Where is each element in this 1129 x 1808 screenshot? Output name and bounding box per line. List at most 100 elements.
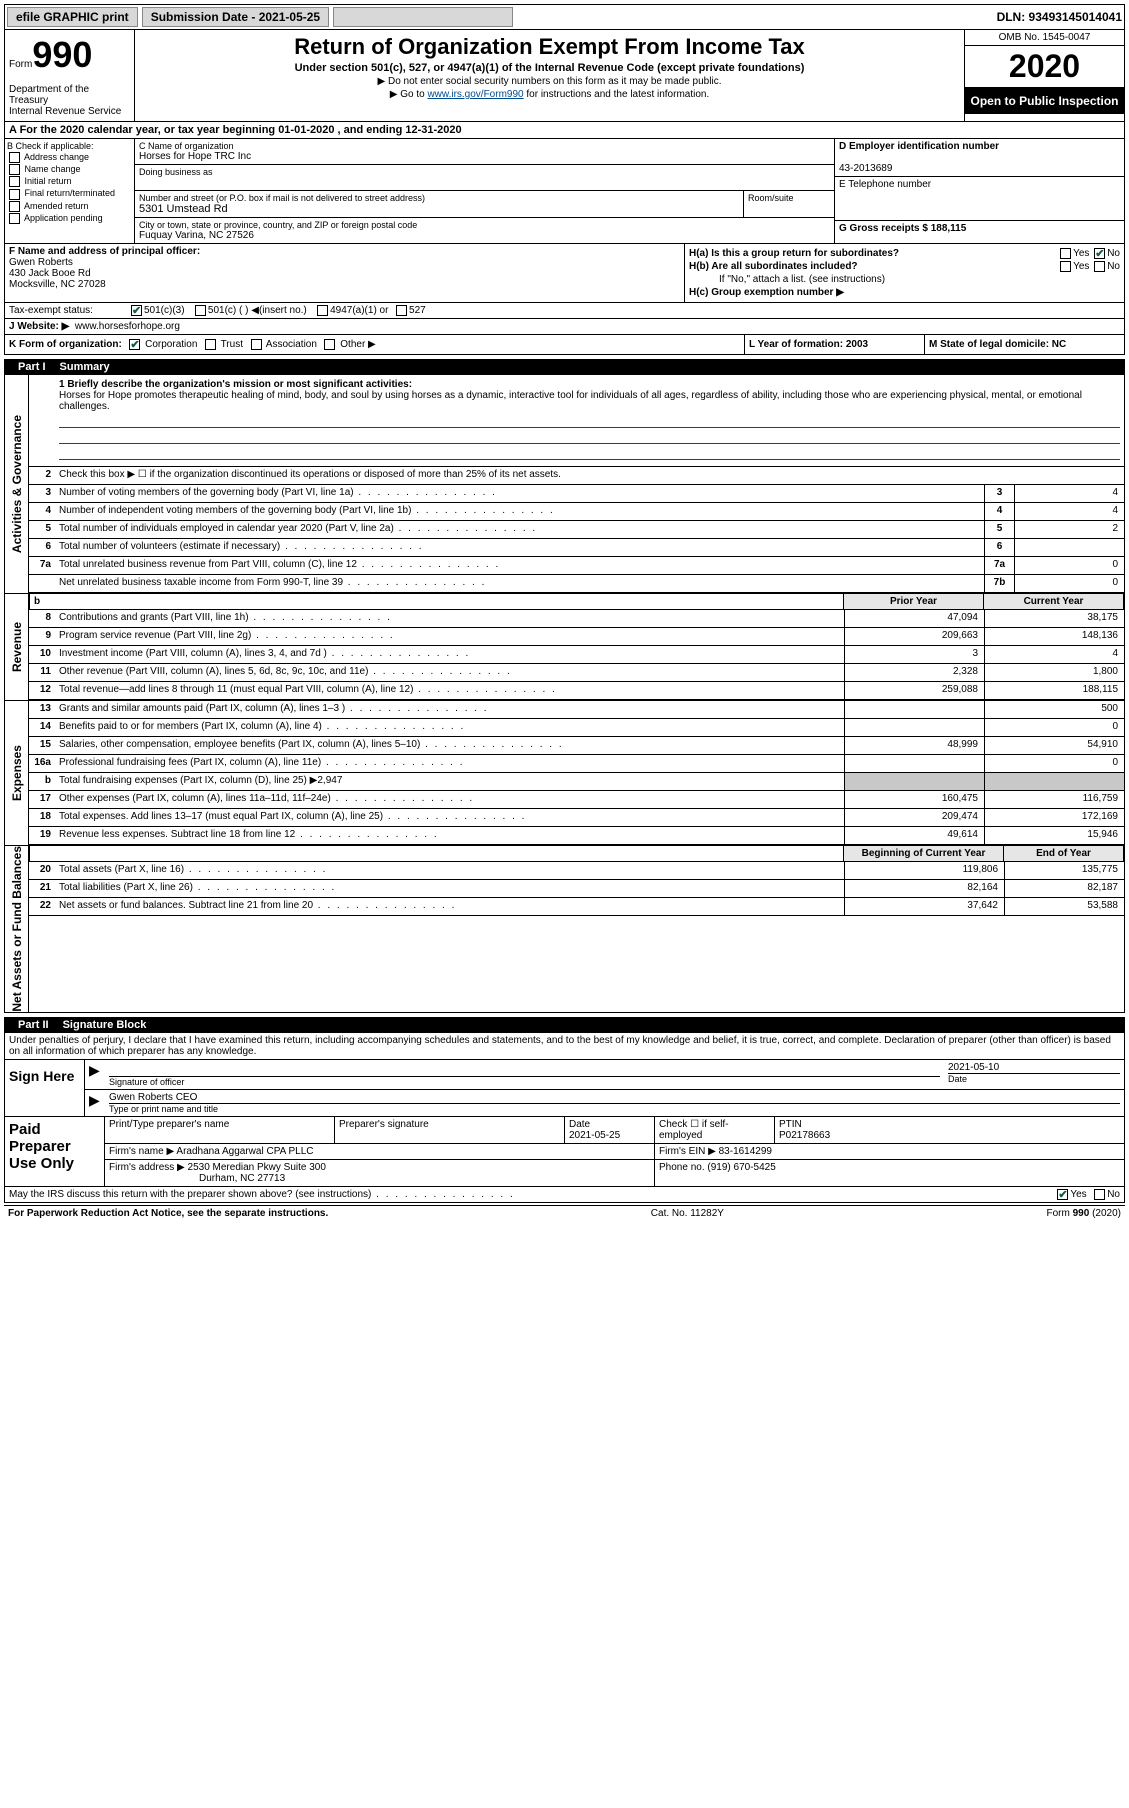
form-number: 990: [32, 34, 92, 75]
line-15: 15 Salaries, other compensation, employe…: [29, 737, 1124, 755]
line-b: b Total fundraising expenses (Part IX, c…: [29, 773, 1124, 791]
efile-print-button[interactable]: efile GRAPHIC print: [7, 7, 138, 27]
firm-addr2: Durham, NC 27713: [109, 1173, 285, 1184]
cb-discuss-no[interactable]: [1094, 1189, 1105, 1200]
page-footer: For Paperwork Reduction Act Notice, see …: [4, 1205, 1125, 1221]
omb-number: OMB No. 1545-0047: [965, 30, 1124, 46]
line-2-label: Check this box ▶ ☐ if the organization d…: [55, 467, 1124, 484]
sig-date: 2021-05-10: [948, 1062, 1120, 1073]
ptin: P02178663: [779, 1130, 830, 1141]
city-state-zip: Fuquay Varina, NC 27526: [139, 230, 830, 241]
current-year-hdr: Current Year: [983, 594, 1123, 609]
firm-addr1: 2530 Meredian Pkwy Suite 300: [188, 1162, 326, 1173]
box-b: B Check if applicable: Address change Na…: [5, 139, 135, 243]
cb-501c[interactable]: [195, 305, 206, 316]
cb-trust[interactable]: [205, 339, 216, 350]
cb-address-change[interactable]: Address change: [7, 152, 132, 163]
part-ii-header: Part II Signature Block: [4, 1017, 1125, 1033]
website-label: J Website: ▶: [9, 321, 69, 332]
line-12: 12 Total revenue—add lines 8 through 11 …: [29, 682, 1124, 700]
sig-arrow-icon: ▶: [89, 1062, 109, 1087]
form-id-box: Form990 Department of the Treasury Inter…: [5, 30, 135, 121]
line-8: 8 Contributions and grants (Part VIII, l…: [29, 610, 1124, 628]
cb-name-change[interactable]: Name change: [7, 164, 132, 175]
sig-date-label: Date: [948, 1073, 1120, 1084]
sign-here-label: Sign Here: [5, 1060, 85, 1116]
line-6: 6 Total number of volunteers (estimate i…: [29, 539, 1124, 557]
box-m: M State of legal domicile: NC: [924, 335, 1124, 354]
firm-name: Aradhana Aggarwal CPA PLLC: [176, 1146, 313, 1157]
cb-527[interactable]: [396, 305, 407, 316]
tax-exempt-row: Tax-exempt status: 501(c)(3) 501(c) ( ) …: [4, 303, 1125, 319]
tax-year: 2020: [965, 46, 1124, 88]
line-4: 4 Number of independent voting members o…: [29, 503, 1124, 521]
begin-year-hdr: Beginning of Current Year: [843, 846, 1003, 861]
ein-value: 43-2013689: [839, 163, 892, 174]
cb-4947[interactable]: [317, 305, 328, 316]
firm-ein: 83-1614299: [719, 1146, 772, 1157]
line-19: 19 Revenue less expenses. Subtract line …: [29, 827, 1124, 845]
officer-addr2: Mocksville, NC 27028: [9, 279, 106, 290]
blank-button: [333, 7, 513, 27]
line-16a: 16a Professional fundraising fees (Part …: [29, 755, 1124, 773]
dln-label: DLN: 93493145014041: [997, 10, 1122, 24]
cb-final-return[interactable]: Final return/terminated: [7, 188, 132, 199]
line-20: 20 Total assets (Part X, line 16) 119,80…: [29, 862, 1124, 880]
vtab-expenses: Expenses: [5, 701, 29, 845]
line-9: 9 Program service revenue (Part VIII, li…: [29, 628, 1124, 646]
perjury-declaration: Under penalties of perjury, I declare th…: [4, 1033, 1125, 1060]
part-i-header: Part I Summary: [4, 359, 1125, 375]
prep-print-name: Print/Type preparer's name: [105, 1117, 335, 1143]
website-value: www.horsesforhope.org: [75, 321, 180, 332]
cb-amended[interactable]: Amended return: [7, 201, 132, 212]
officer-name-title: Gwen Roberts CEO: [109, 1092, 1120, 1103]
cat-no: Cat. No. 11282Y: [651, 1208, 724, 1219]
end-year-hdr: End of Year: [1003, 846, 1123, 861]
cb-assoc[interactable]: [251, 339, 262, 350]
firm-phone: (919) 670-5425: [707, 1162, 775, 1173]
irs-discuss-row: May the IRS discuss this return with the…: [4, 1187, 1125, 1203]
cb-discuss-yes[interactable]: [1057, 1189, 1068, 1200]
vtab-net: Net Assets or Fund Balances: [5, 846, 29, 1012]
line-1-label: 1 Briefly describe the organization's mi…: [59, 379, 412, 390]
prep-self-emp[interactable]: Check ☐ if self-employed: [655, 1117, 775, 1143]
box-c: C Name of organization Horses for Hope T…: [135, 139, 834, 243]
goto-instruction: ▶ Go to www.irs.gov/Form990 for instruct…: [139, 89, 960, 100]
box-h: H(a) Is this a group return for subordin…: [684, 244, 1124, 302]
line-13: 13 Grants and similar amounts paid (Part…: [29, 701, 1124, 719]
mission-text: Horses for Hope promotes therapeutic hea…: [59, 390, 1082, 412]
cb-501c3[interactable]: [131, 305, 142, 316]
dept-label: Department of the Treasury Internal Reve…: [9, 84, 130, 117]
line-5: 5 Total number of individuals employed i…: [29, 521, 1124, 539]
cb-pending[interactable]: Application pending: [7, 213, 132, 224]
inspection-label: Open to Public Inspection: [965, 88, 1124, 114]
ssn-warning: ▶ Do not enter social security numbers o…: [139, 76, 960, 87]
subtitle: Under section 501(c), 527, or 4947(a)(1)…: [139, 62, 960, 74]
line-21: 21 Total liabilities (Part X, line 26) 8…: [29, 880, 1124, 898]
line-7b: Net unrelated business taxable income fr…: [29, 575, 1124, 593]
submission-date-button[interactable]: Submission Date - 2021-05-25: [142, 7, 329, 27]
prep-date: 2021-05-25: [569, 1130, 620, 1141]
officer-addr1: 430 Jack Booe Rd: [9, 268, 91, 279]
omb-year-box: OMB No. 1545-0047 2020 Open to Public In…: [964, 30, 1124, 121]
form-ref: Form 990 (2020): [1047, 1208, 1121, 1219]
org-name: Horses for Hope TRC Inc: [139, 151, 830, 162]
topbar: efile GRAPHIC print Submission Date - 20…: [4, 4, 1125, 30]
return-title: Return of Organization Exempt From Incom…: [139, 34, 960, 60]
street-address: 5301 Umstead Rd: [139, 203, 739, 215]
line-11: 11 Other revenue (Part VIII, column (A),…: [29, 664, 1124, 682]
gross-receipts: G Gross receipts $ 188,115: [839, 223, 966, 234]
cb-initial-return[interactable]: Initial return: [7, 176, 132, 187]
line-14: 14 Benefits paid to or for members (Part…: [29, 719, 1124, 737]
cb-other[interactable]: [324, 339, 335, 350]
room-suite-label: Room/suite: [744, 191, 834, 217]
line-18: 18 Total expenses. Add lines 13–17 (must…: [29, 809, 1124, 827]
vtab-revenue: Revenue: [5, 594, 29, 700]
addr-label: Number and street (or P.O. box if mail i…: [139, 193, 739, 203]
cb-corp[interactable]: [129, 339, 140, 350]
box-k: K Form of organization: Corporation Trus…: [5, 335, 744, 354]
prep-sig-label: Preparer's signature: [335, 1117, 565, 1143]
line-3: 3 Number of voting members of the govern…: [29, 485, 1124, 503]
irs-link[interactable]: www.irs.gov/Form990: [427, 89, 523, 100]
website-row: J Website: ▶ www.horsesforhope.org: [4, 319, 1125, 335]
